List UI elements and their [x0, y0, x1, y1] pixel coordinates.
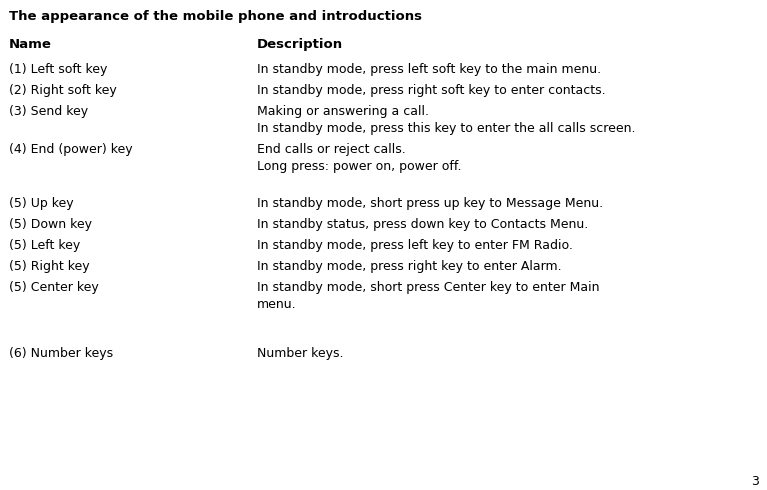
Text: The appearance of the mobile phone and introductions: The appearance of the mobile phone and i…	[9, 10, 422, 23]
Text: In standby mode, press left soft key to the main menu.: In standby mode, press left soft key to …	[257, 63, 601, 76]
Text: (5) Center key: (5) Center key	[9, 281, 99, 294]
Text: menu.: menu.	[257, 298, 297, 311]
Text: Name: Name	[9, 38, 52, 51]
Text: (6) Number keys: (6) Number keys	[9, 347, 114, 360]
Text: (5) Up key: (5) Up key	[9, 197, 74, 210]
Text: Long press: power on, power off.: Long press: power on, power off.	[257, 160, 462, 173]
Text: In standby mode, press right soft key to enter contacts.: In standby mode, press right soft key to…	[257, 84, 606, 97]
Text: In standby mode, short press up key to Message Menu.: In standby mode, short press up key to M…	[257, 197, 603, 210]
Text: (5) Down key: (5) Down key	[9, 218, 92, 231]
Text: 3: 3	[751, 475, 759, 488]
Text: In standby mode, press left key to enter FM Radio.: In standby mode, press left key to enter…	[257, 239, 573, 252]
Text: End calls or reject calls.: End calls or reject calls.	[257, 143, 406, 156]
Text: In standby status, press down key to Contacts Menu.: In standby status, press down key to Con…	[257, 218, 588, 231]
Text: (4) End (power) key: (4) End (power) key	[9, 143, 133, 156]
Text: In standby mode, press right key to enter Alarm.: In standby mode, press right key to ente…	[257, 260, 561, 273]
Text: Description: Description	[257, 38, 343, 51]
Text: (5) Right key: (5) Right key	[9, 260, 90, 273]
Text: (2) Right soft key: (2) Right soft key	[9, 84, 117, 97]
Text: In standby mode, short press Center key to enter Main: In standby mode, short press Center key …	[257, 281, 600, 294]
Text: (1) Left soft key: (1) Left soft key	[9, 63, 107, 76]
Text: In standby mode, press this key to enter the all calls screen.: In standby mode, press this key to enter…	[257, 122, 635, 135]
Text: Number keys.: Number keys.	[257, 347, 344, 360]
Text: Making or answering a call.: Making or answering a call.	[257, 105, 429, 118]
Text: (3) Send key: (3) Send key	[9, 105, 88, 118]
Text: (5) Left key: (5) Left key	[9, 239, 81, 252]
